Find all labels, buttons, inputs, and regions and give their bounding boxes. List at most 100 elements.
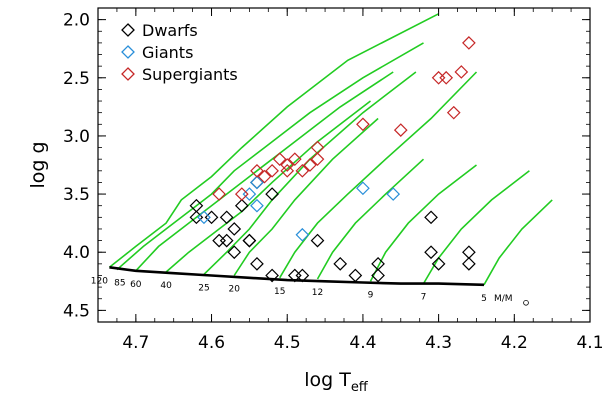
x-tick-label: 4.2 — [501, 333, 528, 353]
supergiants-point — [431, 70, 446, 85]
track-line-20 — [233, 117, 379, 276]
mass-label-120: 120 — [91, 276, 108, 286]
supergiants-point — [280, 158, 295, 172]
x-tick-label: 4.6 — [198, 333, 225, 353]
supergiants-point — [272, 152, 287, 167]
dwarfs-point — [250, 257, 264, 271]
dwarfs-point — [219, 210, 234, 225]
supergiants-point — [287, 152, 302, 167]
x-tick-label: 4.1 — [576, 333, 603, 353]
dwarfs-point — [265, 187, 279, 201]
legend-label-supergiants: Supergiants — [142, 65, 238, 84]
supergiants-point — [446, 105, 461, 120]
dwarfs-point — [424, 245, 438, 260]
supergiants-point — [250, 163, 264, 178]
y-tick-label: 3.5 — [63, 185, 90, 205]
x-tick-label: 4.4 — [349, 333, 376, 353]
dwarfs-point — [234, 198, 249, 213]
track-line-15 — [279, 71, 478, 279]
dwarfs-point — [424, 210, 438, 225]
x-tick-label: 4.7 — [122, 333, 149, 353]
supergiants-point — [303, 158, 317, 172]
dwarfs-point — [462, 245, 476, 260]
dwarfs-point — [333, 257, 348, 271]
track-line-25 — [203, 71, 417, 275]
dwarfs-point — [250, 175, 264, 190]
supergiants-point — [310, 152, 325, 167]
track-line-120 — [108, 13, 439, 268]
track-line-7 — [422, 170, 530, 285]
supergiants-point — [212, 187, 226, 201]
y-tick-label: 4.0 — [63, 243, 90, 263]
y-tick-label: 2.5 — [63, 69, 90, 89]
legend-marker-supergiants — [121, 67, 135, 81]
dwarfs-point — [265, 268, 279, 283]
track-line-60 — [135, 71, 394, 272]
y-tick-label: 2.0 — [63, 11, 90, 31]
y-axis-title: log g — [27, 141, 49, 188]
giants-point — [250, 198, 264, 213]
dwarfs-point — [219, 233, 234, 248]
data-points — [189, 36, 476, 283]
y-tick-label: 3.0 — [63, 127, 90, 147]
mass-unit-label: M/M — [494, 294, 513, 304]
track-line-12 — [316, 158, 425, 280]
dwarfs-point — [431, 257, 446, 271]
mass-label-25: 25 — [198, 283, 209, 293]
x-tick-label: 4.5 — [274, 333, 301, 353]
supergiants-point — [257, 169, 272, 184]
track-line-40 — [165, 100, 371, 273]
giants-point — [356, 181, 370, 196]
x-axis-title: log Teff — [304, 369, 369, 394]
dwarfs-point — [348, 268, 363, 283]
y-tick-label: 4.5 — [63, 301, 90, 321]
dwarfs-point — [371, 268, 385, 283]
dwarfs-point — [227, 245, 242, 260]
supergiants-point — [234, 187, 249, 201]
supergiants-point — [454, 65, 469, 79]
supergiants-point — [393, 123, 408, 137]
supergiants-point — [265, 163, 279, 178]
mass-label-20: 20 — [228, 285, 240, 295]
dwarfs-point — [242, 233, 257, 248]
giants-point — [295, 227, 310, 242]
x-axis-title-subscript: eff — [351, 380, 369, 394]
dwarfs-point — [310, 233, 325, 248]
axes: 4.7 4.6 4.5 4.4 4.3 4.2 4.1 2.0 2.5 3.0 3.5 4.0 4.5 — [63, 7, 604, 353]
legend-label-dwarfs: Dwarfs — [142, 21, 198, 40]
zams-line — [109, 266, 485, 287]
track-line-9 — [369, 164, 477, 282]
supergiants-point — [295, 163, 310, 178]
mass-label-40: 40 — [160, 281, 172, 291]
giants-point — [197, 210, 211, 225]
mass-label-15: 15 — [274, 287, 285, 297]
dwarfs-point — [295, 268, 310, 283]
mass-label-60: 60 — [130, 280, 142, 290]
legend-marker-giants — [121, 45, 135, 59]
track-line-5 — [483, 199, 553, 286]
legend-label-giants: Giants — [142, 43, 193, 62]
giants-point — [242, 187, 257, 201]
legend-marker-dwarfs — [121, 23, 135, 37]
mass-label-9: 9 — [368, 290, 374, 300]
supergiants-point — [356, 117, 370, 132]
mass-label-5: 5 — [481, 294, 487, 304]
mass-label-85: 85 — [114, 279, 125, 289]
sun-symbol-icon — [523, 299, 529, 306]
legend: Dwarfs Giants Supergiants — [121, 21, 238, 84]
supergiants-point — [280, 163, 295, 178]
zams-line-group — [109, 266, 485, 287]
dwarfs-point — [242, 233, 257, 248]
dwarfs-point — [204, 210, 219, 225]
mass-label-12: 12 — [312, 288, 323, 298]
mass-label-7: 7 — [421, 293, 427, 303]
mass-labels: 120 85 60 40 25 20 15 12 9 7 5 M/M — [91, 276, 529, 306]
supergiants-point — [462, 36, 476, 50]
giants-point — [386, 187, 401, 201]
track-line-85 — [116, 42, 424, 271]
dwarfs-point — [227, 222, 242, 236]
supergiants-point — [439, 70, 454, 85]
dwarfs-point — [462, 257, 476, 271]
